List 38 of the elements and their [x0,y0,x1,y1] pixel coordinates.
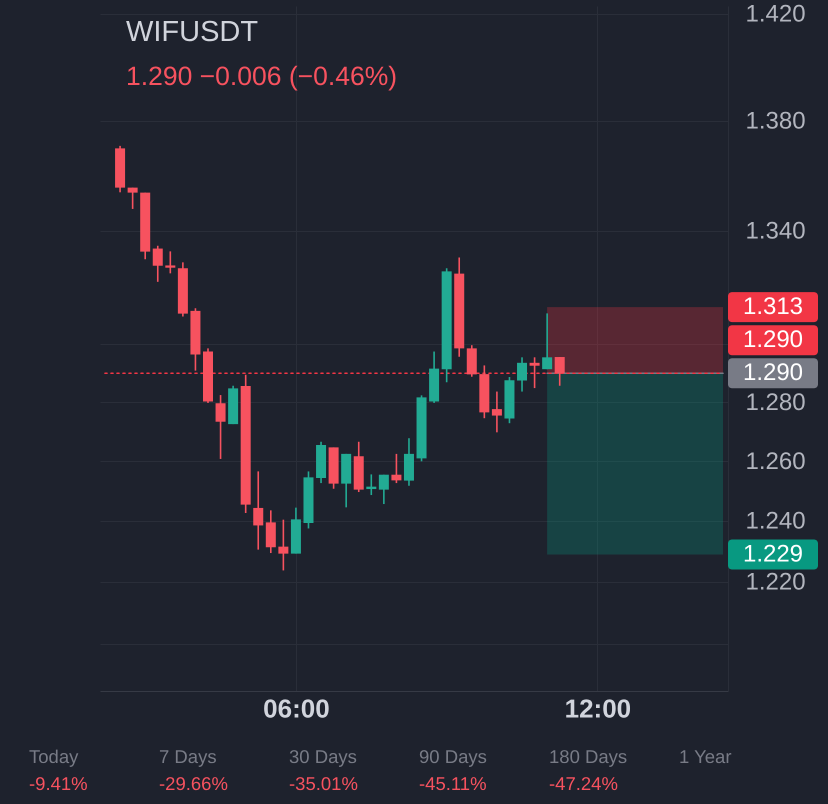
text: -35.01% [289,773,358,794]
candlestick [278,518,288,572]
y-tick-label: 1.220 [746,568,806,596]
text: -47.24% [549,773,618,794]
candlestick [517,356,528,392]
candlestick [128,186,138,210]
candlestick [152,244,163,283]
candlestick [216,394,226,460]
candlestick [391,453,402,484]
candlestick [542,312,552,370]
x-tick-label: 06:00 [263,694,330,724]
text: 7 Days [159,746,217,767]
text: 1.290 −0.006 (−0.46%) [126,61,398,91]
candlestick [253,470,264,550]
legend-label: 1.290 [742,326,804,354]
x-tick-label: 12:00 [564,694,632,724]
ref-line-label: 1.290 [742,359,804,386]
y-tick-label: 1.420 [746,0,806,28]
text: -29.66% [159,773,228,794]
chart-title: WIFUSDT [126,16,258,48]
text: 30 Days [289,746,357,767]
y-tick-label: 1.240 [746,508,806,535]
candlestick [378,474,389,505]
band-label: 1.229 [742,540,804,568]
text: -9.41% [29,773,88,794]
y-tick-label: 1.280 [746,388,806,416]
text: 180 Days [549,746,628,767]
band-label: 1.313 [742,293,804,320]
candlestick [492,390,502,434]
text: -45.11% [419,773,487,794]
text: Today [29,746,80,767]
y-tick-label: 1.260 [746,448,806,475]
candlestick [554,356,565,387]
y-tick-label: 1.340 [746,217,806,244]
candlestick [366,474,376,496]
text: 90 Days [419,746,487,767]
text: 1 Year [679,746,732,767]
y-tick-label: 1.380 [746,107,806,134]
